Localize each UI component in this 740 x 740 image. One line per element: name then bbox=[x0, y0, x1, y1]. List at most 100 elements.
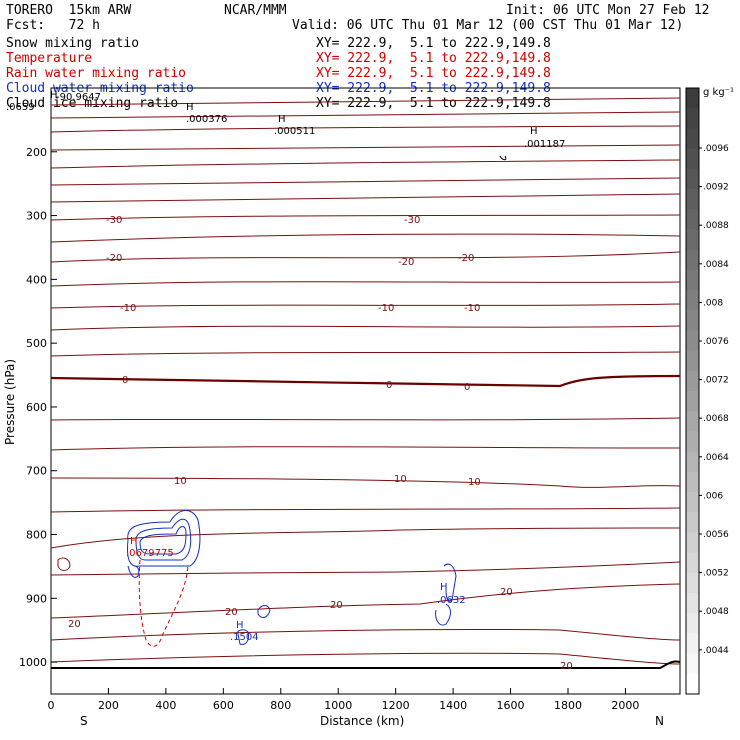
colorbar-band bbox=[686, 88, 699, 109]
colorbar-band bbox=[686, 431, 699, 453]
legend-temperature-xy: XY= 222.9, 5.1 to 222.9,149.8 bbox=[316, 51, 551, 66]
colorbar-band bbox=[686, 370, 699, 392]
temp-label: 10 bbox=[174, 476, 187, 487]
extremum-mark: H bbox=[440, 582, 448, 593]
x-tick-label: 200 bbox=[98, 699, 119, 712]
colorbar-label: .0084 bbox=[703, 260, 729, 270]
org-name: NCAR/MMM bbox=[224, 3, 287, 18]
colorbar-label: .0096 bbox=[703, 144, 729, 154]
y-tick-label: 200 bbox=[26, 146, 47, 159]
colorbar-band bbox=[686, 391, 699, 412]
x-tick-label: 1400 bbox=[439, 699, 467, 712]
legend-snow-xy: XY= 222.9, 5.1 to 222.9,149.8 bbox=[316, 36, 551, 51]
temp-label: -20 bbox=[458, 253, 474, 264]
colorbar-label: .008 bbox=[703, 298, 723, 308]
colorbar-band bbox=[686, 310, 699, 331]
colorbar-band bbox=[686, 209, 699, 230]
extremum-mark: H bbox=[530, 126, 538, 137]
colorbar-band bbox=[686, 613, 699, 634]
colorbar-band bbox=[686, 572, 699, 594]
colorbar-band bbox=[686, 471, 699, 493]
x-axis-title: Distance (km) bbox=[320, 714, 404, 728]
legend-temperature-name: Temperature bbox=[6, 51, 93, 66]
temp-label: 20 bbox=[560, 661, 573, 672]
plot-frame bbox=[50, 87, 681, 695]
temp-label: -10 bbox=[120, 303, 136, 314]
x-tick-label: 400 bbox=[155, 699, 176, 712]
valid-time: Valid: 06 UTC Thu 01 Mar 12 (00 CST Thu … bbox=[292, 18, 684, 33]
y-axis-title: Pressure (hPa) bbox=[3, 359, 17, 445]
top-text: .0659 bbox=[6, 102, 35, 113]
temperature-contours bbox=[50, 97, 681, 665]
temp-label: 0 bbox=[464, 382, 470, 393]
extremum-value: .000376 bbox=[186, 114, 227, 125]
init-time: Init: 06 UTC Mon 27 Feb 12 bbox=[506, 3, 710, 18]
extremum-mark: H bbox=[236, 620, 244, 631]
temp-label: -30 bbox=[106, 215, 122, 226]
colorbar-label: .006 bbox=[703, 491, 723, 501]
x-tick-label: 1000 bbox=[324, 699, 352, 712]
colorbar-label: .0088 bbox=[703, 221, 729, 231]
colorbar-band bbox=[686, 249, 699, 271]
x-tick-label: 1800 bbox=[554, 699, 582, 712]
temp-label: -20 bbox=[398, 257, 414, 268]
extremum-mark: H bbox=[186, 102, 194, 113]
colorbar-band bbox=[686, 593, 699, 614]
colorbar: .0096 .0092 .0088 .0084 .008 .0076 .0072 .0068.… bbox=[685, 87, 729, 695]
y-tick-label: 300 bbox=[26, 210, 47, 223]
y-tick-label: 900 bbox=[26, 592, 47, 605]
colorbar-band bbox=[686, 108, 699, 129]
colorbar-band bbox=[686, 269, 699, 291]
surface-line bbox=[51, 660, 681, 669]
x-tick-label: 800 bbox=[270, 699, 291, 712]
x-tick-label: 2000 bbox=[611, 699, 639, 712]
extremum-value: -90.9647 bbox=[56, 92, 101, 103]
extremum-mark: H bbox=[130, 536, 138, 547]
temp-label: -10 bbox=[378, 303, 394, 314]
colorbar-band bbox=[686, 552, 699, 574]
colorbar-unit: g kg⁻¹ bbox=[703, 87, 734, 98]
y-tick-label: 400 bbox=[26, 273, 47, 286]
extremum-mark: H bbox=[50, 90, 58, 101]
colorbar-band bbox=[686, 128, 699, 150]
colorbar-band bbox=[686, 492, 699, 513]
temp-label: 10 bbox=[394, 474, 407, 485]
colorbar-band bbox=[686, 532, 699, 554]
x-tick-label: 1600 bbox=[497, 699, 525, 712]
colorbar-label: .0048 bbox=[703, 607, 729, 617]
x-tick-label: 600 bbox=[213, 699, 234, 712]
colorbar-band bbox=[686, 673, 699, 695]
colorbar-band bbox=[686, 148, 699, 170]
y-tick-label: 500 bbox=[26, 337, 47, 350]
colorbar-band bbox=[686, 411, 699, 432]
colorbar-label: .0092 bbox=[703, 183, 729, 193]
temp-label: 10 bbox=[468, 477, 481, 488]
colorbar-label: .0056 bbox=[703, 530, 729, 540]
colorbar-band bbox=[686, 189, 699, 210]
temp-label: -30 bbox=[404, 215, 420, 226]
legend-snow-name: Snow mixing ratio bbox=[6, 36, 140, 51]
colorbar-band bbox=[686, 451, 699, 473]
extremum-value: .0632 bbox=[437, 595, 466, 606]
colorbar-label: .0076 bbox=[703, 337, 729, 347]
y-tick-label: 1000 bbox=[19, 656, 47, 669]
model-name: TORERO 15km ARW bbox=[6, 3, 132, 18]
x-tick-label: 0 bbox=[48, 699, 55, 712]
colorbar-label: .0068 bbox=[703, 414, 729, 424]
temp-label: 20 bbox=[500, 587, 513, 598]
colorbar-frame bbox=[685, 87, 700, 695]
endpoint-left: S bbox=[80, 714, 88, 728]
snow-contour bbox=[499, 155, 507, 161]
temp-label: 20 bbox=[68, 619, 81, 630]
extremum-value: .000511 bbox=[274, 126, 315, 137]
y-tick-label: 600 bbox=[26, 401, 47, 414]
legend-rain-name: Rain water mixing ratio bbox=[6, 66, 187, 81]
colorbar-band bbox=[686, 512, 699, 533]
extremum-value: .001187 bbox=[524, 139, 565, 150]
colorbar-band bbox=[686, 168, 699, 190]
colorbar-band bbox=[686, 290, 699, 311]
colorbar-label: .0064 bbox=[703, 453, 729, 463]
temp-label: -10 bbox=[464, 303, 480, 314]
y-tick-label: 800 bbox=[26, 529, 47, 542]
